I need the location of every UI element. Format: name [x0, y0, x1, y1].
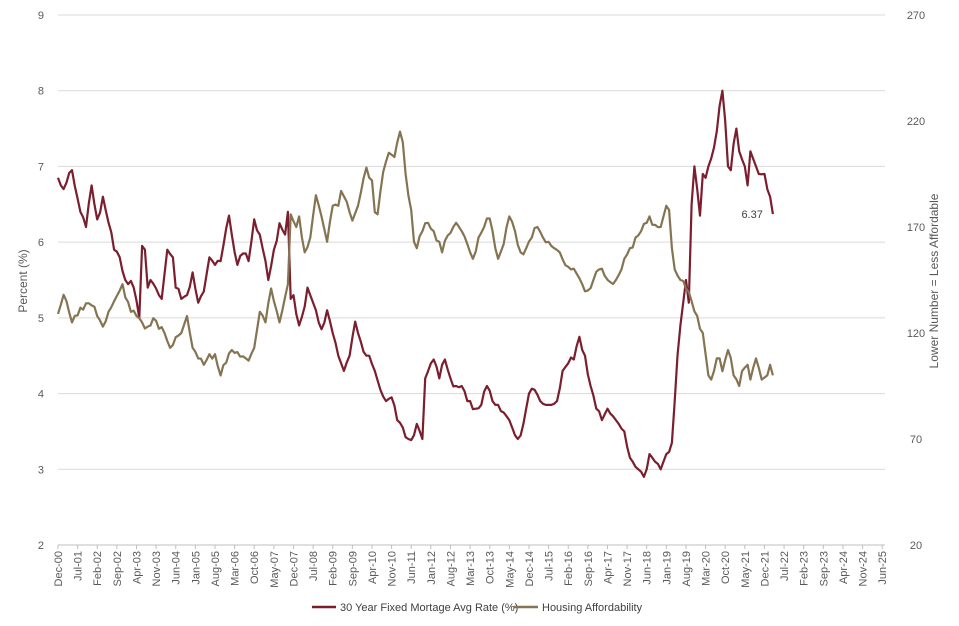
- x-tick-label: Jun-04: [171, 551, 183, 585]
- x-tick-label: Oct-13: [485, 551, 497, 584]
- x-tick-label: Sep-02: [112, 551, 124, 586]
- x-tick-label: Sep-16: [583, 551, 595, 586]
- x-tick-label: Nov-17: [622, 551, 634, 586]
- x-tick-label: Feb-09: [328, 551, 340, 586]
- x-tick-label: May-14: [504, 551, 516, 588]
- x-tick-label: Jun-25: [877, 551, 889, 585]
- x-tick-label: Jul-22: [779, 551, 791, 581]
- y2-tick-label: 70: [910, 434, 922, 446]
- x-tick-label: Mar-13: [465, 551, 477, 586]
- x-tick-label: Oct-20: [720, 551, 732, 584]
- y-axis-title: Percent (%): [16, 249, 30, 312]
- y-tick-label: 6: [38, 237, 44, 249]
- legend-item-mortgage-rate: 30 Year Fixed Mortage Avg Rate (%): [340, 602, 518, 614]
- x-tick-label: Jun-11: [406, 551, 418, 584]
- x-tick-label: Jul-15: [544, 551, 556, 581]
- y2-tick-label: 170: [907, 222, 925, 234]
- x-tick-label: Dec-21: [759, 551, 771, 586]
- x-tick-label: Apr-17: [602, 551, 614, 584]
- y2-tick-label: 20: [910, 540, 922, 552]
- x-tick-label: Sep-09: [347, 551, 359, 586]
- x-tick-label: Jun-18: [642, 551, 654, 585]
- x-tick-label: Jan-19: [661, 551, 673, 585]
- x-tick-label: Nov-03: [151, 551, 163, 586]
- y-tick-label: 7: [38, 161, 44, 173]
- x-tick-label: Oct-06: [249, 551, 261, 584]
- x-tick-label: Apr-03: [131, 551, 143, 584]
- y-tick-label: 9: [38, 10, 44, 22]
- series-line-mortgage-rate: [56, 89, 774, 478]
- y-tick-label: 5: [38, 313, 44, 325]
- x-tick-label: Jan-12: [426, 551, 438, 585]
- y-tick-label: 8: [38, 86, 44, 98]
- x-tick-label: Mar-06: [230, 551, 242, 586]
- x-tick-label: May-07: [269, 551, 281, 588]
- series-line-housing-affordability: [56, 130, 774, 388]
- data-label-last-value: 6.37: [741, 209, 762, 221]
- x-tick-label: Feb-23: [799, 551, 811, 586]
- x-tick-label: Apr-24: [838, 551, 850, 584]
- x-tick-label: Aug-12: [445, 551, 457, 586]
- y-tick-label: 4: [38, 389, 44, 401]
- x-tick-label: Feb-16: [563, 551, 575, 586]
- y-tick-label: 3: [38, 464, 44, 476]
- x-tick-label: Sep-23: [818, 551, 830, 586]
- x-tick-label: Jan-05: [190, 551, 202, 585]
- x-tick-label: Aug-05: [210, 551, 222, 586]
- x-tick-label: Dec-07: [288, 551, 300, 586]
- legend: 30 Year Fixed Mortage Avg Rate (%) Housin…: [312, 602, 643, 614]
- y2-tick-label: 120: [907, 328, 925, 340]
- x-tick-label: Jul-01: [73, 551, 85, 581]
- x-tick-label: Dec-14: [524, 551, 536, 586]
- legend-item-housing-affordability: Housing Affordability: [542, 602, 643, 614]
- y2-tick-label: 220: [907, 116, 925, 128]
- x-tick-label: Mar-20: [701, 551, 713, 586]
- x-tick-label: Apr-10: [367, 551, 379, 584]
- x-tick-label: Nov-10: [387, 551, 399, 586]
- x-tick-label: Aug-19: [681, 551, 693, 586]
- y2-tick-label: 270: [907, 10, 925, 22]
- x-tick-label: Feb-02: [92, 551, 104, 586]
- x-tick-label: Jul-08: [308, 551, 320, 581]
- y2-axis-title: Lower Number = Less Affordable: [927, 193, 941, 368]
- x-tick-label: Nov-24: [858, 551, 870, 586]
- x-tick-label: Dec-00: [53, 551, 65, 586]
- y-tick-label: 2: [38, 540, 44, 552]
- x-tick-label: May-21: [740, 551, 752, 588]
